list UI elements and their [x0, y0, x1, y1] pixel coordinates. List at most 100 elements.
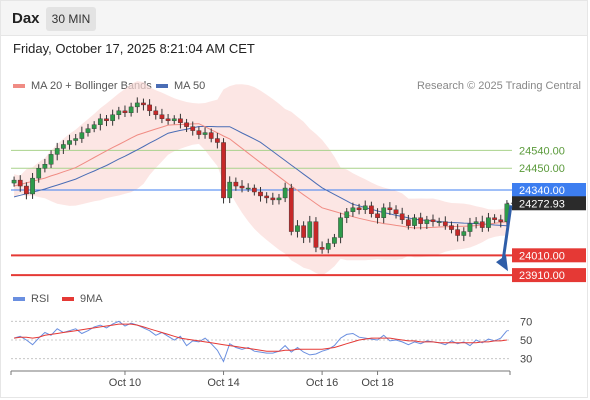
rsi-tick-label: 50	[520, 335, 532, 347]
candle-body	[350, 207, 356, 212]
candle-body	[165, 118, 171, 121]
9ma-legend-label: 9MA	[80, 293, 103, 305]
candle-body	[369, 205, 374, 214]
candle-body	[91, 124, 97, 129]
rsi-swatch	[13, 297, 25, 301]
candle-body	[116, 110, 122, 115]
candle-body	[196, 130, 202, 135]
candle-body	[479, 221, 485, 228]
candle-body	[381, 207, 387, 218]
rsi-ma-line	[14, 323, 507, 352]
ma50-swatch	[156, 84, 168, 88]
x-tick-label: Oct 18	[361, 377, 393, 389]
candle-body	[332, 237, 337, 244]
candle-body	[221, 142, 226, 199]
rsi-legend-label: RSI	[31, 293, 50, 305]
candle-body	[449, 225, 454, 230]
candle-body	[215, 138, 220, 143]
level-tag-pivot	[512, 183, 586, 197]
candle-body	[405, 219, 411, 226]
candle-body	[338, 217, 343, 238]
candle-body	[301, 225, 306, 238]
candle-body	[159, 114, 165, 119]
candle-body	[251, 187, 257, 193]
candle-body	[461, 231, 467, 236]
candle-body	[319, 247, 325, 250]
candle-body	[79, 132, 85, 139]
current-price-label: 24272.93	[519, 198, 565, 210]
bollinger-band	[14, 81, 507, 276]
candle-body	[399, 213, 405, 220]
candle-body	[122, 110, 128, 114]
current-price-tag	[512, 196, 586, 211]
candle-body	[11, 179, 17, 184]
forecast-arrow-head	[496, 255, 508, 272]
candle-body	[184, 122, 189, 127]
candle-body	[412, 217, 417, 226]
candle-body	[202, 132, 208, 135]
9ma-swatch	[62, 297, 74, 301]
timeframe-button[interactable]: 30 MIN	[46, 7, 96, 31]
candle-body	[190, 126, 196, 131]
candle-body	[17, 179, 23, 187]
legend-rsi: RSI	[13, 293, 49, 305]
candle-body	[36, 168, 42, 179]
level-label-r1: 24450.00	[519, 163, 565, 175]
candle-body	[128, 106, 134, 114]
candle-body	[48, 154, 54, 165]
candle-body	[393, 209, 399, 214]
ma20-swatch	[13, 84, 25, 88]
candle-body	[288, 187, 294, 232]
x-tick-label: Oct 10	[109, 377, 141, 389]
candle-body	[356, 207, 362, 210]
level-label-r2: 24540.00	[519, 145, 565, 157]
candle-body	[442, 221, 448, 226]
candle-body	[134, 102, 140, 108]
candle-body	[147, 104, 152, 112]
candle-body	[498, 219, 504, 222]
candle-body	[362, 205, 368, 210]
level-label-s1: 24010.00	[519, 250, 565, 262]
x-tick-label: Oct 16	[306, 377, 338, 389]
candle-body	[233, 181, 239, 187]
candle-body	[387, 207, 393, 210]
level-tag-s2	[512, 268, 586, 283]
candle-body	[258, 191, 263, 197]
candle-body	[467, 223, 473, 232]
candle-body	[492, 217, 497, 220]
candle-body	[307, 221, 313, 238]
candle-body	[97, 118, 103, 125]
legend-ma50: MA 50	[156, 80, 205, 92]
candles	[11, 97, 510, 254]
candle-body	[30, 177, 35, 195]
forecast-arrow-line	[501, 205, 513, 262]
candle-body	[295, 225, 300, 232]
candle-body	[430, 219, 436, 222]
candle-body	[141, 102, 146, 106]
rsi-tick-label: 30	[520, 354, 532, 366]
candle-body	[418, 217, 424, 224]
ma20-legend-label: MA 20 + Bollinger Bands	[31, 80, 152, 92]
candle-body	[54, 148, 60, 155]
copyright-text: Research © 2025 Trading Central	[416, 80, 581, 92]
symbol-label: Dax	[12, 10, 40, 27]
candle-body	[486, 217, 491, 228]
chart-timestamp: Friday, October 17, 2025 8:21:04 AM CET	[13, 41, 255, 56]
candle-body	[282, 187, 288, 199]
candle-body	[270, 197, 276, 201]
candle-body	[24, 185, 29, 195]
candle-body	[153, 110, 159, 115]
candle-body	[455, 229, 460, 236]
candle-body	[436, 221, 442, 223]
candle-body	[104, 118, 109, 121]
candle-body	[67, 140, 72, 145]
candle-body	[245, 187, 251, 190]
candle-body	[276, 197, 282, 201]
ma50-legend-label: MA 50	[174, 80, 206, 92]
candle-body	[227, 181, 233, 199]
legend-ma20: MA 20 + Bollinger Bands	[13, 80, 152, 92]
candle-body	[42, 164, 48, 169]
x-tick-label: Oct 14	[207, 377, 239, 389]
candle-body	[239, 185, 245, 189]
